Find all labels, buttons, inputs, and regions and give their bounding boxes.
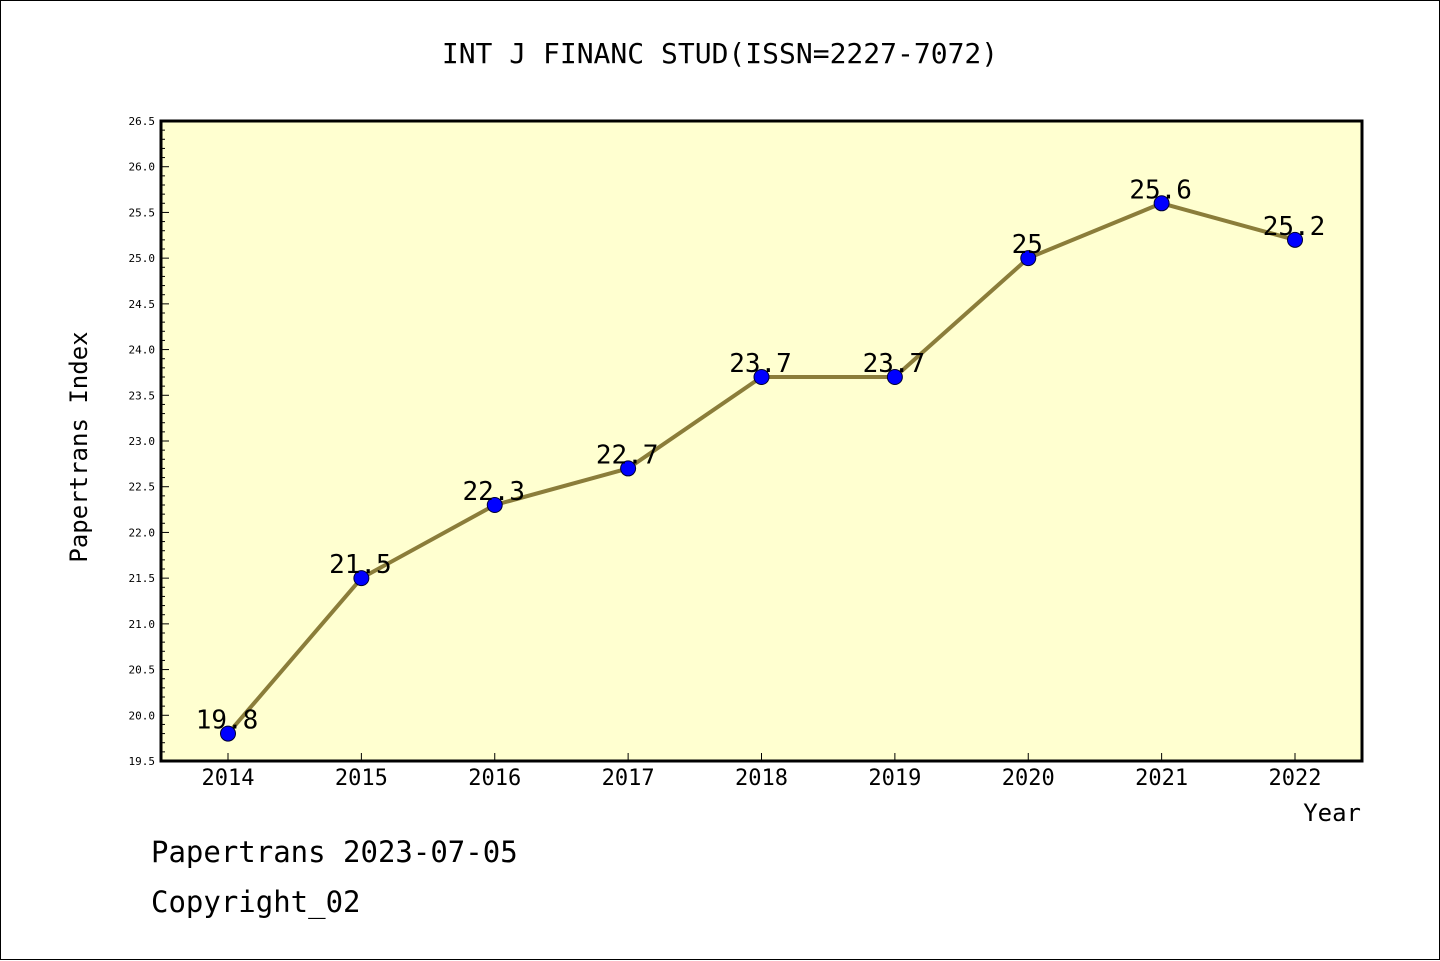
data-label: 21.5	[329, 550, 392, 580]
chart-title: INT J FINANC STUD(ISSN=2227-7072)	[441, 37, 999, 70]
source-date: Papertrans 2023-07-05	[151, 835, 518, 869]
copyright: Copyright_02	[151, 885, 361, 919]
y-axis: 19.5 20.0 20.5 21.0 21.5 22.0 22.5 23.0 23.5 24.0…	[129, 115, 169, 768]
data-label: 25.2	[1263, 212, 1326, 242]
data-label: 19.8	[196, 706, 259, 736]
data-point	[486, 497, 503, 513]
y-tick-label: 25.0	[129, 252, 156, 265]
x-tick-label: 2021	[1135, 766, 1188, 791]
y-tick-label: 21.5	[129, 572, 156, 585]
y-tick-label: 24.0	[129, 344, 156, 357]
data-point	[1287, 231, 1303, 248]
data-point	[753, 369, 770, 385]
x-tick-label: 2018	[735, 766, 788, 791]
plot-area	[159, 119, 1364, 763]
data-point	[353, 570, 370, 587]
y-tick-label: 23.0	[129, 435, 156, 448]
data-label: 25.6	[1129, 175, 1192, 205]
y-tick-label: 20.0	[129, 709, 156, 722]
data-point	[1153, 195, 1170, 212]
x-axis: 2014 2015 2016 2017 2018 2019 2020 2021 2022	[202, 753, 1322, 791]
y-tick-label: 23.5	[129, 389, 156, 402]
x-axis-label: Year	[1303, 799, 1361, 827]
data-point	[620, 460, 637, 477]
y-axis-label: Papertrans Index	[65, 331, 93, 562]
data-label: 22.3	[462, 477, 525, 507]
data-label: 25	[1012, 230, 1043, 260]
x-tick-label: 2020	[1002, 766, 1055, 791]
y-tick-label: 22.5	[129, 481, 156, 494]
y-tick-label: 26.5	[129, 115, 156, 128]
x-tick-label: 2022	[1269, 766, 1322, 791]
y-tick-label: 20.5	[129, 664, 156, 677]
data-label: 22.7	[596, 440, 659, 470]
y-tick-label: 24.5	[129, 298, 156, 311]
data-point	[220, 725, 236, 742]
y-tick-label: 26.0	[129, 161, 156, 174]
y-tick-label: 22.0	[129, 526, 156, 539]
y-tick-label: 25.5	[129, 206, 156, 219]
x-tick-label: 2017	[602, 766, 655, 791]
x-tick-label: 2019	[868, 766, 921, 791]
data-point	[1020, 250, 1037, 267]
x-tick-label: 2015	[335, 766, 388, 791]
y-tick-label: 21.0	[129, 618, 156, 631]
data-point	[886, 369, 903, 385]
y-tick-label: 19.5	[129, 755, 156, 768]
series-group: 19.8 21.5 22.3 22.7 23.7 23.7 25 25.6 25.2	[196, 175, 1326, 742]
data-label: 23.7	[863, 349, 926, 379]
data-label: 23.7	[729, 349, 792, 379]
x-tick-label: 2016	[468, 766, 521, 791]
x-tick-label: 2014	[202, 766, 255, 791]
